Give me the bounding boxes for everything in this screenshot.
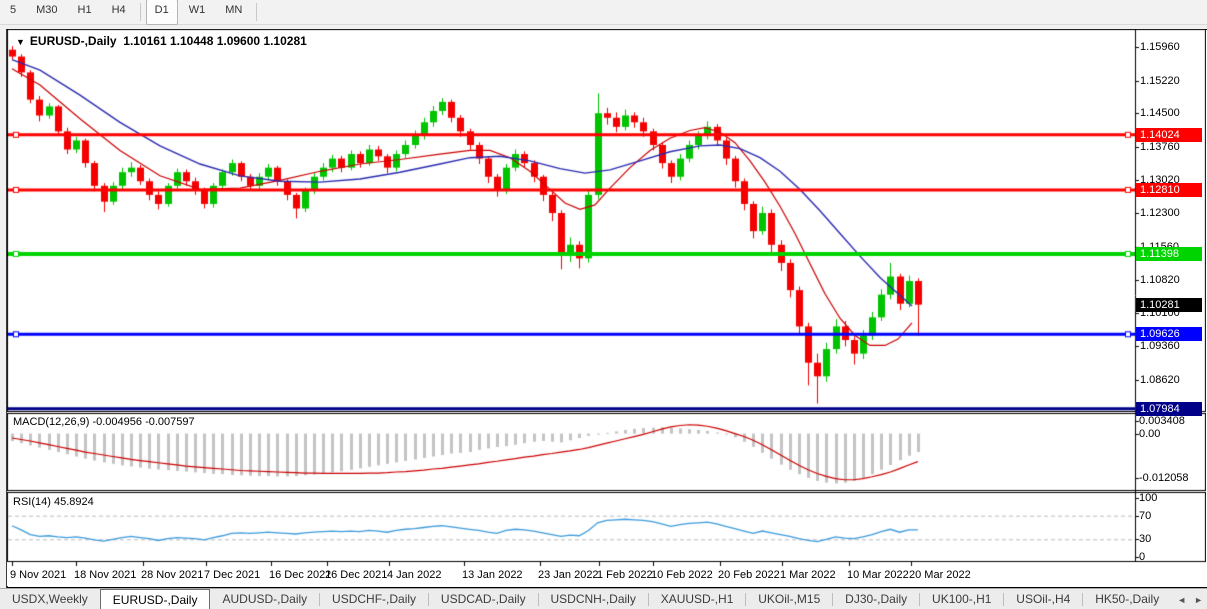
price-axis-tick: 1.14500 <box>1140 107 1180 120</box>
toolbar-separator <box>256 3 258 21</box>
tab-separator <box>647 593 649 606</box>
date-axis-label: 7 Dec 2021 <box>204 569 261 581</box>
tab-usdchf-daily[interactable]: USDCHF-,Daily <box>332 592 417 606</box>
price-axis-tick: 1.15220 <box>1140 74 1180 87</box>
level-price-label: 1.14024 <box>1136 127 1202 142</box>
tab-usoil-h4[interactable]: USOil-,H4 <box>1016 592 1071 606</box>
rsi-axis-tick: 100 <box>1139 492 1158 504</box>
timeframe-button-d1[interactable]: D1 <box>145 0 178 25</box>
timeframe-button-mn[interactable]: MN <box>225 4 243 16</box>
date-axis-label: 26 Dec 2021 <box>325 569 388 581</box>
date-axis-label: 10 Mar 2022 <box>847 569 909 581</box>
tab-eurusd-daily[interactable]: EURUSD-,Daily <box>99 589 211 609</box>
tab-separator <box>537 593 539 606</box>
tab-scroll-left-icon[interactable]: ◄ <box>1177 594 1187 605</box>
tab-separator <box>1003 593 1005 606</box>
tab-separator <box>832 593 834 606</box>
tab-separator <box>319 593 321 606</box>
rsi-axis-tick: 0 <box>1139 551 1146 563</box>
chart-title-row: ▼ EURUSD-,Daily 1.10161 1.10448 1.09600 1… <box>16 34 307 48</box>
tab-audusd-daily[interactable]: AUDUSD-,Daily <box>222 592 308 606</box>
toolbar-separator <box>139 3 141 21</box>
price-axis-tick: 1.08620 <box>1140 373 1180 386</box>
date-axis-label: 16 Dec 2021 <box>269 569 332 581</box>
date-axis-label: 9 Nov 2021 <box>10 569 67 581</box>
price-axis-tick: 1.09360 <box>1140 340 1180 353</box>
symbol-dropdown-icon[interactable]: ▼ <box>16 37 25 47</box>
price-axis-tick: 1.15960 <box>1140 41 1180 53</box>
date-axis-label: 20 Mar 2022 <box>909 569 971 581</box>
date-axis-label: 18 Nov 2021 <box>74 569 137 581</box>
timeframe-button-h1[interactable]: H1 <box>77 4 92 16</box>
timeframe-button-m30[interactable]: M30 <box>36 4 58 16</box>
price-axis-tick: 1.10820 <box>1140 274 1180 287</box>
chart-symbol-title: EURUSD-,Daily <box>29 34 117 48</box>
chart-canvas[interactable] <box>7 29 1206 586</box>
timeframe-toolbar: 5 M30 H1 H4 D1 W1 MN <box>0 0 1207 25</box>
tab-usdx-weekly[interactable]: USDX,Weekly <box>12 592 88 606</box>
timeframe-button-w1[interactable]: W1 <box>188 4 206 16</box>
symbol-tabbar: USDX,Weekly EURUSD-,Daily AUDUSD-,Daily USD… <box>0 588 1207 609</box>
rsi-axis-tick: 70 <box>1139 509 1152 522</box>
tab-dj30-daily[interactable]: DJ30-,Daily <box>845 592 908 606</box>
tab-uk100-h1[interactable]: UK100-,H1 <box>932 592 992 606</box>
level-price-label: 1.11398 <box>1136 246 1202 261</box>
date-axis-label: 4 Jan 2022 <box>387 569 442 581</box>
tab-separator <box>745 593 747 606</box>
date-axis-label: 28 Nov 2021 <box>141 569 204 581</box>
date-axis-label: 13 Jan 2022 <box>462 569 523 581</box>
tab-hk50-daily[interactable]: HK50-,Daily <box>1095 592 1160 606</box>
tab-separator <box>919 593 921 606</box>
level-price-label: 1.12810 <box>1136 182 1202 197</box>
macd-axis-tick: 0.003408 <box>1139 415 1185 428</box>
timeframe-button-5[interactable]: 5 <box>10 4 17 16</box>
tab-usdcnh-daily[interactable]: USDCNH-,Daily <box>550 592 636 606</box>
chart-ohlc-values: 1.10161 1.10448 1.09600 1.10281 <box>123 34 307 48</box>
date-axis-label: 1 Mar 2022 <box>780 569 836 581</box>
macd-axis-tick: -0.012058 <box>1139 472 1189 485</box>
price-axis-tick: 1.12300 <box>1140 207 1180 220</box>
current-price-label: 1.10281 <box>1136 297 1202 312</box>
tab-usdcad-daily[interactable]: USDCAD-,Daily <box>440 592 526 606</box>
date-axis-label: 10 Feb 2022 <box>651 569 713 581</box>
date-axis-label: 20 Feb 2022 <box>718 569 780 581</box>
tab-xauusd-h1[interactable]: XAUUSD-,H1 <box>660 592 734 606</box>
tab-separator <box>1082 593 1084 606</box>
level-price-label: 1.09626 <box>1136 327 1202 342</box>
price-axis-tick: 1.13760 <box>1140 140 1180 153</box>
tab-separator <box>428 593 429 606</box>
timeframe-button-h4[interactable]: H4 <box>111 4 126 16</box>
date-axis-label: 1 Feb 2022 <box>597 569 653 581</box>
macd-label: MACD(12,26,9) -0.004956 -0.007597 <box>13 416 195 428</box>
rsi-axis-tick: 30 <box>1139 533 1152 546</box>
macd-axis-tick: 0.00 <box>1139 427 1161 440</box>
tab-scroll-right-icon[interactable]: ► <box>1194 594 1204 605</box>
level-price-label: 1.07984 <box>1136 401 1202 416</box>
tab-ukoil-m15[interactable]: UKOil-,M15 <box>758 592 821 606</box>
date-axis-label: 23 Jan 2022 <box>538 569 599 581</box>
rsi-label: RSI(14) 45.8924 <box>13 496 94 508</box>
